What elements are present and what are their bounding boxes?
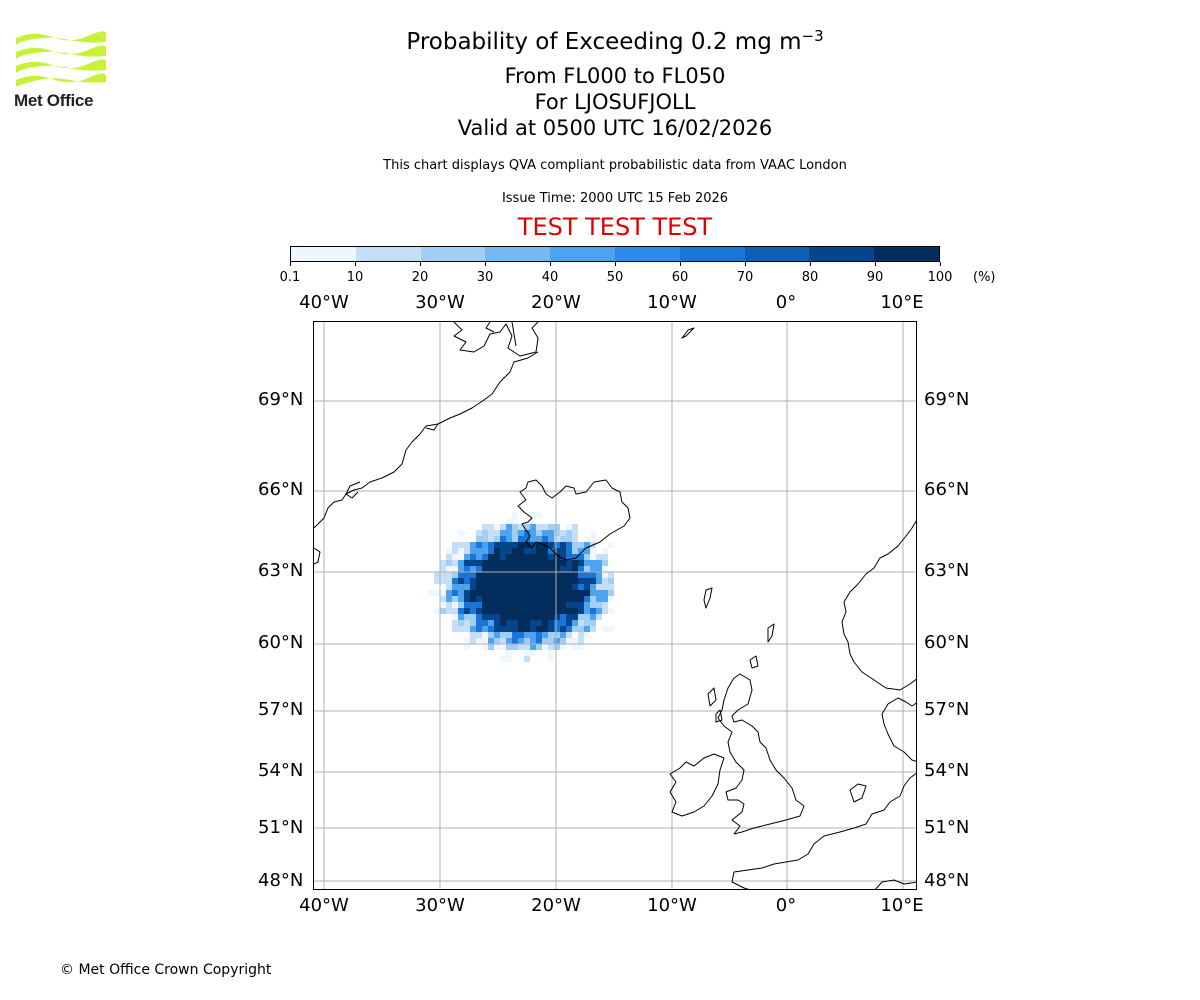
colorbar-tick-label: 40 [541,270,559,285]
map-panel[interactable] [313,321,917,890]
latitude-label: 54°N [924,760,970,781]
colorbar-segment [550,247,615,261]
chart-title: Probability of Exceeding 0.2 mg m−3 [0,27,1200,55]
longitude-label: 10°E [880,292,924,313]
colorbar-tick [614,262,616,266]
latitude-label: 60°N [258,632,304,653]
longitude-label: 10°W [647,292,697,313]
longitude-label: 0° [775,895,797,916]
map-canvas [314,322,916,889]
issue-time: Issue Time: 2000 UTC 15 Feb 2026 [501,191,729,206]
longitude-label: 10°E [880,895,924,916]
copyright-notice: © Met Office Crown Copyright [60,962,272,978]
longitude-label: 0° [775,292,797,313]
colorbar-tick-label: 60 [671,270,689,285]
latitude-label: 60°N [924,632,970,653]
colorbar-unit: (%) [973,270,996,285]
colorbar-tick-label: 20 [411,270,429,285]
ash-probability-field [428,512,614,662]
longitude-label: 30°W [415,292,465,313]
latitude-label: 57°N [258,699,304,720]
chart-title-exponent: −3 [801,27,824,45]
colorbar-tick-label: 90 [866,270,884,285]
colorbar-tick-label: 10 [346,270,364,285]
latitude-label: 69°N [924,389,970,410]
longitude-label: 20°W [531,292,581,313]
colorbar-segment [485,247,551,261]
map-gridlines [314,322,916,889]
latitude-label: 54°N [258,760,304,781]
colorbar-segment [874,247,939,261]
colorbar-tick [419,262,421,266]
volcano-name: For LJOSUFJOLL [534,90,696,114]
met-office-logo-text: Met Office [14,91,94,110]
valid-time: Valid at 0500 UTC 16/02/2026 [457,116,773,140]
coastlines [314,322,916,889]
colorbar-segment [291,247,356,261]
colorbar-tick-label: 0.1 [279,270,301,285]
colorbar-segment [679,247,745,261]
latitude-label: 63°N [924,560,970,581]
colorbar [290,246,940,262]
met-office-waves-icon [14,30,114,112]
chart-title-text: Probability of Exceeding 0.2 mg m [406,29,802,55]
colorbar-tick-label: 80 [801,270,819,285]
latitude-label: 66°N [258,479,304,500]
chart-subtitle: This chart displays QVA compliant probab… [383,158,847,173]
latitude-label: 48°N [258,870,304,891]
longitude-label: 40°W [299,292,349,313]
longitude-label: 10°W [647,895,697,916]
latitude-label: 66°N [924,479,970,500]
test-banner-text: TEST TEST TEST [517,213,713,241]
colorbar-tick [289,262,291,266]
latitude-label: 57°N [924,699,970,720]
latitude-label: 51°N [924,817,970,838]
colorbar-tick [549,262,551,266]
colorbar-segment [744,247,810,261]
colorbar-tick [744,262,746,266]
colorbar-segment [355,247,421,261]
colorbar-segment [614,247,680,261]
latitude-label: 63°N [258,560,304,581]
test-banner: TEST TEST TEST [0,213,1200,241]
longitude-label: 30°W [415,895,465,916]
colorbar-tick-label: 100 [927,270,953,285]
colorbar-tick [809,262,811,266]
colorbar-tick [354,262,356,266]
colorbar-tick-label: 50 [606,270,624,285]
flight-level-range: From FL000 to FL050 [504,64,726,88]
longitude-label: 20°W [531,895,581,916]
colorbar-tick [679,262,681,266]
colorbar-tick [484,262,486,266]
latitude-label: 51°N [258,817,304,838]
colorbar-segment [809,247,875,261]
colorbar-tick-label: 70 [736,270,754,285]
colorbar-tick [874,262,876,266]
longitude-label: 40°W [299,895,349,916]
latitude-label: 69°N [258,389,304,410]
colorbar-segment [420,247,486,261]
latitude-label: 48°N [924,870,970,891]
colorbar-tick-label: 30 [476,270,494,285]
colorbar-tick [939,262,941,266]
